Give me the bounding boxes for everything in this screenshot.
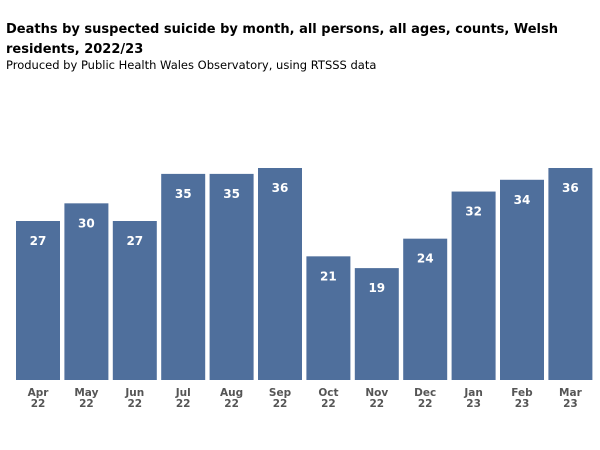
bar xyxy=(258,168,302,380)
x-tick-label-month: Oct xyxy=(318,387,338,399)
x-tick-label-year: 22 xyxy=(418,398,433,410)
bar xyxy=(548,168,593,380)
x-tick-label-month: Mar xyxy=(559,387,583,399)
bar xyxy=(500,179,544,380)
x-tick-label-year: 22 xyxy=(176,398,191,410)
x-tick-label-month: Dec xyxy=(414,387,436,399)
bar xyxy=(64,203,109,380)
x-tick-label-year: 22 xyxy=(127,398,142,410)
bar xyxy=(112,221,157,380)
x-tick-label-month: Feb xyxy=(511,387,533,399)
x-tick-label-year: 22 xyxy=(369,398,384,410)
x-tick-label-month: Sep xyxy=(269,387,292,399)
x-tick-label-month: Jun xyxy=(124,387,144,399)
x-tick-label-year: 22 xyxy=(79,398,94,410)
data-label: 35 xyxy=(223,187,240,201)
bar xyxy=(161,173,206,380)
data-label: 27 xyxy=(126,234,143,248)
data-label: 36 xyxy=(562,181,579,195)
x-tick-label-month: Nov xyxy=(365,387,388,399)
data-label: 32 xyxy=(465,205,482,219)
x-tick-label-month: Jul xyxy=(175,387,191,399)
x-tick-label-year: 22 xyxy=(321,398,336,410)
data-label: 34 xyxy=(514,193,531,207)
x-tick-label-year: 22 xyxy=(224,398,239,410)
bar xyxy=(403,238,448,380)
chart-title: Deaths by suspected suicide by month, al… xyxy=(6,22,558,57)
x-tick-label-year: 22 xyxy=(273,398,288,410)
x-tick-label-year: 23 xyxy=(515,398,530,410)
bar xyxy=(209,173,254,380)
x-tick-label-month: Aug xyxy=(220,387,243,399)
data-label: 35 xyxy=(175,187,192,201)
data-label: 21 xyxy=(320,269,337,283)
data-label: 30 xyxy=(78,216,95,230)
bar xyxy=(16,221,60,380)
bar xyxy=(354,268,399,380)
x-tick-label-month: May xyxy=(74,387,98,399)
chart-subtitle: Produced by Public Health Wales Observat… xyxy=(6,58,377,72)
data-label: 19 xyxy=(368,281,385,295)
x-tick-label-month: Jan xyxy=(463,387,482,399)
bar xyxy=(306,256,351,380)
x-tick-label-year: 23 xyxy=(466,398,481,410)
data-label: 36 xyxy=(272,181,289,195)
x-tick-label-year: 23 xyxy=(563,398,578,410)
x-tick-label-year: 22 xyxy=(31,398,46,410)
data-label: 27 xyxy=(30,234,47,248)
x-tick-label-month: Apr xyxy=(28,387,50,399)
data-label: 24 xyxy=(417,252,434,266)
bar xyxy=(451,191,496,380)
